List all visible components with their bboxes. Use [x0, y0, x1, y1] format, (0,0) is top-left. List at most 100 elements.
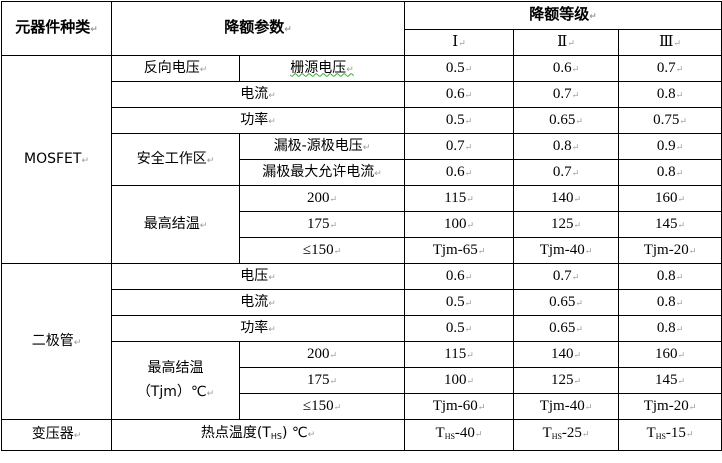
cell-text: 115 — [444, 190, 474, 206]
cell-text: 电流 — [240, 86, 276, 102]
table-row: ≤150 Tjm-60 Tjm-40 Tjm-20 — [2, 393, 722, 420]
level-value: 0.9 — [618, 133, 722, 160]
cell-text: HS — [551, 432, 562, 441]
level-value: 100 — [404, 367, 514, 394]
cell-text: （Tjm）℃ — [137, 384, 214, 400]
cell-text: 160 — [655, 346, 685, 362]
cell-text: ≤150 — [303, 242, 341, 258]
table-row: 电流 0.5 0.65 0.8 — [2, 289, 722, 316]
level-value: 125 — [513, 211, 619, 238]
level-value: 0.7 — [404, 133, 514, 160]
level-value: 0.65 — [513, 289, 619, 316]
cell-text: 0.8 — [657, 320, 683, 336]
cell-text: 电压 — [240, 268, 276, 284]
level-value: 145 — [618, 367, 722, 394]
cell-text: 140 — [551, 190, 581, 206]
cell-text: 0.7 — [446, 138, 472, 154]
param-label: 175 — [239, 367, 405, 394]
cell-text: -25 — [562, 425, 590, 441]
cell-text: ≤150 — [303, 398, 341, 414]
component-transformer: 变压器 — [1, 419, 112, 451]
param-label: 175 — [239, 211, 405, 238]
level-value: 0.5 — [404, 55, 514, 82]
param-label: 热点温度(THS) ℃ — [111, 419, 405, 451]
cell-text: 功率 — [240, 320, 276, 336]
level-value: 0.8 — [513, 133, 619, 160]
cell-text: 安全工作区 — [137, 151, 215, 167]
table-row: 175 100 125 145 — [2, 211, 722, 238]
level-value: Tjm-20 — [618, 237, 722, 264]
cell-text: 0.8 — [657, 164, 683, 180]
table-row: 二极管 电压 0.6 0.7 0.8 — [1, 263, 722, 420]
cell-text: 最高结温 — [147, 359, 204, 376]
cell-text: 0.6 — [446, 268, 472, 284]
cell-text: 变压器 — [32, 426, 82, 442]
cell-text: 0.8 — [657, 294, 683, 310]
cell-text: 140 — [551, 346, 581, 362]
cell-text: 100 — [444, 216, 474, 232]
cell-text: 最高结温 — [144, 216, 208, 232]
cell-text: 145 — [655, 372, 685, 388]
level-value: 100 — [404, 211, 514, 238]
param-label: 漏极最大允许电流 — [239, 159, 405, 186]
cell-text: 0.75 — [653, 112, 687, 128]
cell-text: 0.6 — [553, 60, 579, 76]
level-value: 0.6 — [404, 263, 514, 290]
level-value: 140 — [513, 185, 619, 212]
cell-text: 0.9 — [657, 138, 683, 154]
cell-text: HS — [270, 432, 282, 441]
table-row: MOSFET 反向电压 栅源电压 0.5 0.6 0.7 — [1, 55, 722, 264]
cell-text: 145 — [655, 216, 685, 232]
cell-text: 125 — [551, 216, 581, 232]
cell-text: Tjm-60 — [433, 398, 486, 414]
param-group: 最高结温 （Tjm）℃ — [111, 341, 240, 420]
cell-text: 漏极最大允许电流 — [262, 164, 382, 180]
cell-text: T — [542, 425, 552, 441]
level-value: 0.8 — [618, 81, 722, 108]
level-value: 0.5 — [404, 289, 514, 316]
cell-text: 0.5 — [446, 112, 472, 128]
level-value: 0.8 — [618, 263, 722, 290]
param-label: 漏极-源极电压 — [239, 133, 405, 160]
cell-text: Tjm-65 — [433, 242, 486, 258]
cell-text: 125 — [551, 372, 581, 388]
param-label: ≤150 — [239, 393, 405, 420]
cell-text: Tjm-40 — [540, 242, 593, 258]
level-value: 140 — [513, 341, 619, 368]
level-value: 0.65 — [513, 315, 619, 342]
cell-text: 0.6 — [446, 164, 472, 180]
level-value: Tjm-60 — [404, 393, 514, 420]
level-value: 0.5 — [404, 315, 514, 342]
level-value: THS-15 — [618, 419, 722, 451]
table-row: 最高结温 200 115 140 160 — [2, 185, 722, 264]
cell-text: 200 — [307, 346, 337, 362]
table-row: 175 100 125 145 — [2, 367, 722, 394]
cell-text: 0.5 — [446, 294, 472, 310]
cell-text: 100 — [444, 372, 474, 388]
cell-text: Tjm-40 — [540, 398, 593, 414]
level-value: 0.6 — [404, 81, 514, 108]
cell-text: 200 — [307, 190, 337, 206]
level-value: 0.7 — [618, 55, 722, 82]
level-value: 145 — [618, 211, 722, 238]
cell-text: 0.8 — [553, 138, 579, 154]
cell-text: T — [435, 425, 445, 441]
cell-text: 0.7 — [553, 268, 579, 284]
level-value: Tjm-65 — [404, 237, 514, 264]
cell-text: HS — [444, 432, 455, 441]
cell-text: -15 — [666, 425, 694, 441]
header-level-3: Ⅲ — [618, 29, 722, 56]
cell-text: 反向电压 — [144, 60, 208, 76]
param-group: 最高结温 — [111, 185, 240, 264]
cell-text: 电流 — [240, 294, 276, 310]
header-level-2: Ⅱ — [513, 29, 619, 56]
cell-text: 功率 — [240, 112, 276, 128]
level-value: THS-40 — [404, 419, 514, 451]
level-value: 115 — [404, 185, 514, 212]
level-value: 160 — [618, 185, 722, 212]
header-level-1: Ⅰ — [404, 29, 514, 56]
cell-text: 漏极-源极电压 — [274, 138, 371, 154]
level-value: 0.65 — [513, 107, 619, 134]
table-row: 安全工作区 漏极-源极电压 0.7 0.8 0.9 — [2, 133, 722, 186]
level-value: 0.8 — [618, 315, 722, 342]
